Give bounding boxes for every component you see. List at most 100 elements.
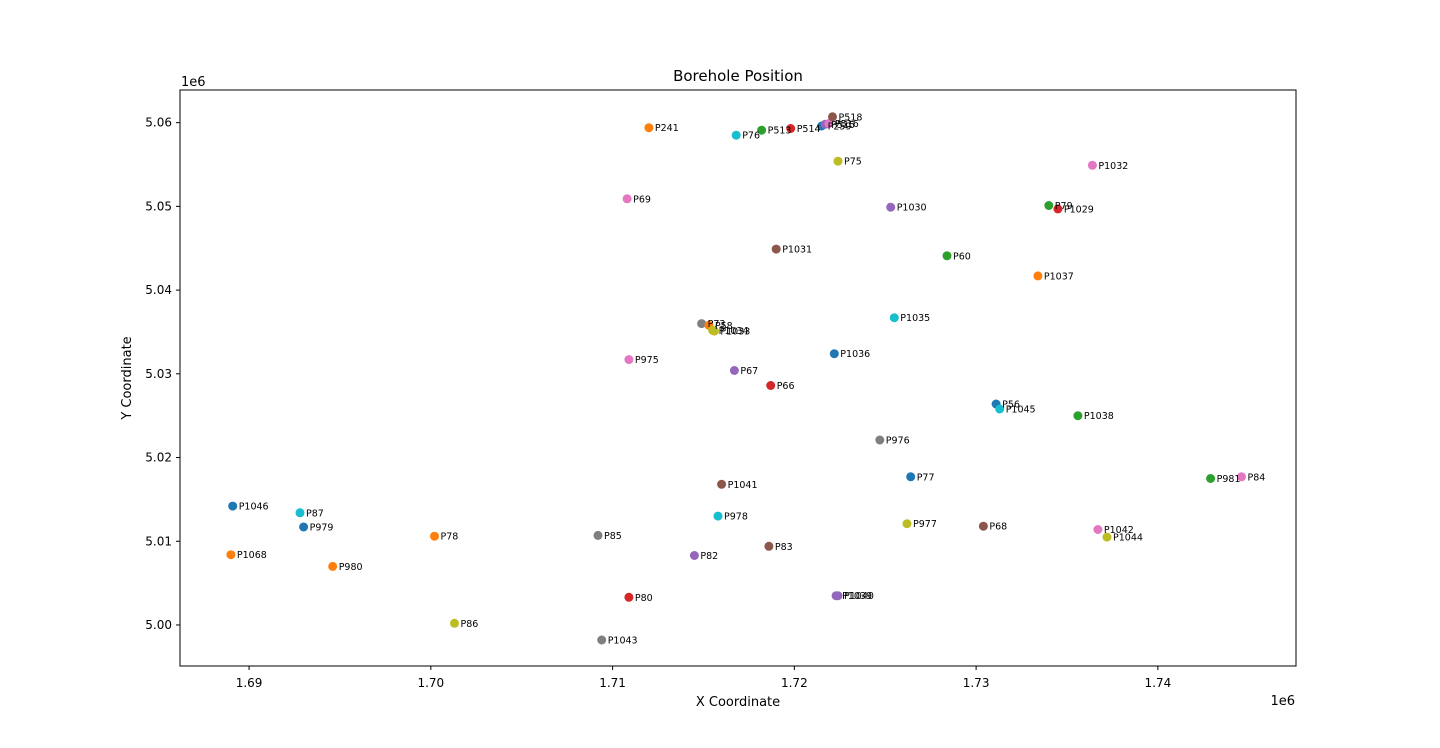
point-label-p69: P69 xyxy=(633,194,651,205)
point-p979 xyxy=(299,522,309,532)
point-p1037 xyxy=(1033,271,1043,281)
y-axis-ticks: 5.00 5.01 5.02 5.03 5.04 5.05 5.06 xyxy=(145,116,180,632)
point-label-p1029: P1029 xyxy=(1064,204,1094,215)
x-tick-label: 1.70 xyxy=(417,676,444,690)
point-p516 xyxy=(824,119,834,128)
point-p87 xyxy=(295,508,305,518)
point-p514 xyxy=(786,124,796,133)
point-p1030 xyxy=(886,202,896,212)
point-label-p1038: P1038 xyxy=(1084,411,1114,422)
point-label-p85: P85 xyxy=(604,531,622,542)
point-p1032 xyxy=(1087,160,1097,170)
point-label-p84: P84 xyxy=(1248,472,1266,483)
point-p73 xyxy=(697,319,707,329)
point-p1036 xyxy=(829,349,839,359)
point-label-p87: P87 xyxy=(306,508,324,519)
point-p1033 xyxy=(709,326,719,336)
point-label-p976: P976 xyxy=(886,436,910,447)
point-label-p1042: P1042 xyxy=(1104,525,1134,536)
x-axis-title: X Coordinate xyxy=(696,695,780,710)
point-p1029 xyxy=(1053,204,1063,214)
x-axis-offset-label: 1e6 xyxy=(1270,694,1295,709)
point-label-p77: P77 xyxy=(917,472,935,483)
point-p241 xyxy=(644,123,654,133)
point-p75 xyxy=(833,156,843,166)
point-label-p1031: P1031 xyxy=(782,245,812,256)
point-label-p978: P978 xyxy=(724,512,748,523)
y-tick-label: 5.01 xyxy=(145,534,172,548)
point-p80 xyxy=(624,592,634,602)
point-label-p516: P516 xyxy=(835,119,859,130)
point-p977 xyxy=(902,519,912,529)
x-tick-label: 1.69 xyxy=(236,676,263,690)
point-p79 xyxy=(1044,201,1054,210)
x-tick-label: 1.71 xyxy=(599,676,626,690)
point-label-p82: P82 xyxy=(700,551,718,562)
point-p76 xyxy=(731,130,741,140)
point-p1045 xyxy=(995,404,1005,414)
point-label-p75: P75 xyxy=(844,157,862,168)
point-p980 xyxy=(328,561,338,571)
point-p77 xyxy=(906,472,916,482)
point-label-p259: P259 xyxy=(828,122,852,133)
point-label-p981: P981 xyxy=(1217,474,1241,485)
point-labels-layer: P1046 P1068 P87 P979 P980 P78 P86 P85 P1043 P80 P9… xyxy=(237,112,1265,646)
point-label-p76: P76 xyxy=(742,131,760,142)
point-label-p1033: P1033 xyxy=(720,327,750,338)
point-p1042 xyxy=(1093,525,1103,534)
point-label-p1037: P1037 xyxy=(1044,271,1074,282)
chart-title: Borehole Position xyxy=(673,67,803,85)
point-label-p514: P514 xyxy=(797,124,821,135)
point-label-p58: P58 xyxy=(715,321,733,332)
point-p1068 xyxy=(226,550,236,560)
point-p1038 xyxy=(1073,411,1083,421)
y-tick-label: 5.05 xyxy=(145,199,172,213)
point-label-p1032: P1032 xyxy=(1098,161,1128,172)
point-label-p518: P518 xyxy=(839,112,863,123)
point-label-p1039: P1039 xyxy=(842,591,872,602)
x-axis-ticks: 1.69 1.70 1.71 1.72 1.73 1.74 xyxy=(236,666,1171,690)
point-label-p1068: P1068 xyxy=(237,550,267,561)
point-label-p83: P83 xyxy=(775,542,793,553)
y-axis-offset-label: 1e6 xyxy=(181,75,206,90)
point-p1043 xyxy=(597,635,607,645)
point-label-p975: P975 xyxy=(635,355,659,366)
point-label-p515: P515 xyxy=(831,120,855,131)
point-label-p1030: P1030 xyxy=(897,203,927,214)
point-p83 xyxy=(764,541,774,551)
point-label-p1035: P1035 xyxy=(900,313,930,324)
point-label-p86: P86 xyxy=(461,619,479,630)
point-label-p513: P513 xyxy=(768,126,792,137)
point-label-p980: P980 xyxy=(339,562,363,573)
point-p975 xyxy=(624,355,634,365)
point-label-p1041: P1041 xyxy=(728,480,758,491)
point-label-p1045: P1045 xyxy=(1006,405,1036,416)
point-label-p1036: P1036 xyxy=(840,349,870,360)
point-p67 xyxy=(729,366,739,375)
point-p66 xyxy=(766,381,776,390)
point-label-p1040: P1040 xyxy=(844,591,874,602)
point-p1040 xyxy=(833,591,843,601)
point-label-p68: P68 xyxy=(989,522,1007,533)
point-label-p979: P979 xyxy=(310,523,334,534)
point-p1044 xyxy=(1102,532,1112,542)
plot-area-frame xyxy=(179,89,1297,667)
point-label-p80: P80 xyxy=(635,593,653,604)
point-label-p73: P73 xyxy=(708,319,726,330)
point-label-p78: P78 xyxy=(441,532,459,543)
x-tick-label: 1.72 xyxy=(781,676,808,690)
point-p1031 xyxy=(771,244,781,254)
point-p84 xyxy=(1237,472,1246,482)
point-label-p56: P56 xyxy=(1002,400,1020,411)
point-p86 xyxy=(450,618,459,628)
point-p85 xyxy=(593,530,603,540)
point-label-p60: P60 xyxy=(953,251,971,262)
y-axis-title: Y Coordinate xyxy=(120,336,135,420)
point-p976 xyxy=(875,435,885,445)
point-label-p977: P977 xyxy=(913,519,937,530)
point-p978 xyxy=(713,511,723,521)
point-p981 xyxy=(1206,474,1216,483)
point-label-p66: P66 xyxy=(777,381,795,392)
point-p518 xyxy=(828,112,837,122)
